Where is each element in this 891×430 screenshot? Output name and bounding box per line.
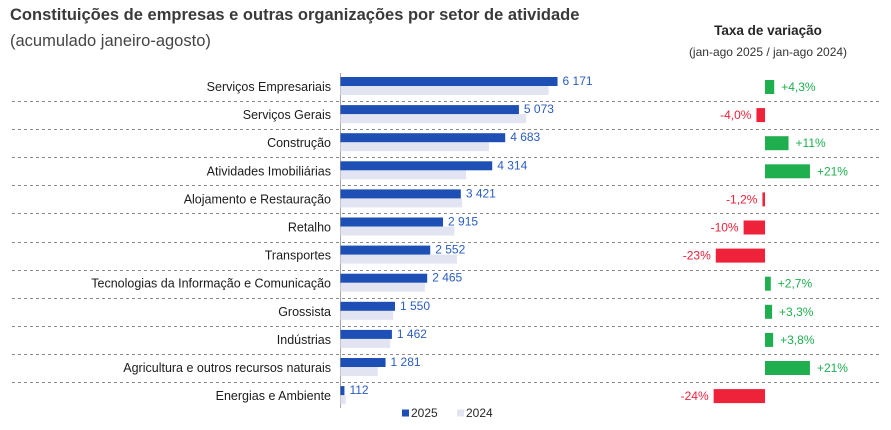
- bar-2025: [340, 358, 386, 367]
- change-bar-positive: [765, 304, 773, 319]
- bar-2025: [340, 189, 461, 199]
- bar-2025: [340, 386, 345, 396]
- bar-2024: [340, 86, 549, 95]
- change-bar-positive: [765, 80, 775, 94]
- category-label: Tecnologias da Informação e Comunicação: [91, 277, 331, 291]
- bar-2024: [340, 395, 346, 405]
- category-label: Indústrias: [277, 333, 331, 347]
- value-label-2025: 3 421: [466, 186, 496, 200]
- change-bar-negative: [713, 389, 765, 404]
- bar-2024: [340, 142, 489, 152]
- bar-2024: [340, 254, 457, 264]
- change-label: -24%: [681, 389, 709, 403]
- change-panel-subtitle: (jan-ago 2025 / jan-ago 2024): [688, 45, 848, 59]
- bar-2024: [340, 226, 455, 236]
- value-label-2025: 2 465: [432, 271, 462, 285]
- change-bar-negative: [743, 220, 765, 235]
- value-label-2025: 1 462: [397, 327, 427, 341]
- value-label-2025: 4 314: [497, 158, 527, 172]
- value-label-2025: 2 552: [435, 243, 465, 257]
- change-bar-positive: [765, 361, 810, 375]
- bars: Serviços Empresariais 6 171 Serviços Gerai…: [91, 74, 593, 405]
- change-label: +21%: [817, 164, 848, 178]
- category-label: Alojamento e Restauração: [184, 192, 331, 206]
- legend-swatch-2024: [457, 409, 464, 417]
- change-bars: +4,3% -4,0% +11% +21% -1,2% -10%-23% +2,7% +3,3…: [681, 80, 848, 404]
- bar-2025: [340, 77, 558, 86]
- value-label-2025: 1 550: [400, 299, 430, 313]
- change-label: +11%: [796, 136, 826, 150]
- bar-2024: [340, 198, 463, 208]
- change-bar-positive: [765, 276, 771, 291]
- value-label-2025: 112: [349, 383, 368, 397]
- bar-2024: [340, 114, 527, 124]
- value-label-2025: 5 073: [524, 102, 554, 116]
- category-label: Serviços Gerais: [243, 108, 331, 122]
- bar-2024: [340, 338, 391, 348]
- change-label: +3,3%: [779, 305, 814, 319]
- change-bar-negative: [756, 108, 765, 123]
- bar-2025: [340, 245, 431, 255]
- bar-2025: [340, 273, 428, 283]
- change-label: +2,7%: [778, 277, 813, 291]
- value-label-2025: 2 915: [448, 215, 478, 229]
- legend: 2025 2024: [402, 406, 493, 420]
- category-label: Atividades Imobiliárias: [207, 164, 331, 178]
- category-label: Construção: [267, 136, 331, 150]
- category-label: Transportes: [265, 249, 331, 263]
- change-label: -4,0%: [720, 108, 752, 122]
- change-bar-negative: [762, 192, 765, 207]
- bar-2024: [340, 170, 467, 180]
- bar-2025: [340, 133, 506, 143]
- change-bar-negative: [715, 248, 765, 263]
- chart-subtitle: (acumulado janeiro-agosto): [10, 32, 211, 50]
- change-label: -23%: [683, 249, 711, 263]
- change-bar-positive: [765, 136, 789, 151]
- value-label-2025: 6 171: [563, 74, 593, 88]
- category-label: Grossista: [278, 305, 331, 319]
- value-label-2025: 4 683: [510, 130, 540, 144]
- legend-swatch-2025: [402, 409, 409, 417]
- change-label: +21%: [817, 361, 848, 375]
- bar-2025: [340, 301, 396, 311]
- bar-2025: [340, 161, 493, 171]
- row-separators: [12, 73, 880, 409]
- change-label: +4,3%: [781, 80, 816, 94]
- change-label: +3,8%: [780, 333, 815, 347]
- chart-title: Constituições de empresas e outras organ…: [10, 6, 580, 24]
- category-label: Retalho: [288, 221, 331, 235]
- category-label: Energias e Ambiente: [216, 389, 331, 403]
- bar-2025: [340, 217, 444, 227]
- bar-2024: [340, 367, 378, 376]
- change-bar-positive: [765, 164, 810, 179]
- legend-label-2024: 2024: [466, 406, 493, 420]
- category-label: Serviços Empresariais: [207, 80, 331, 94]
- category-label: Agricultura e outros recursos naturais: [123, 361, 331, 375]
- legend-label-2025: 2025: [411, 406, 438, 420]
- change-panel-title: Taxa de variação: [714, 23, 822, 38]
- bar-2025: [340, 105, 519, 115]
- change-bar-positive: [765, 332, 774, 347]
- bar-2025: [340, 329, 392, 339]
- change-label: -1,2%: [726, 192, 758, 206]
- value-label-2025: 1 281: [391, 355, 421, 369]
- bar-2024: [340, 310, 394, 320]
- bar-2024: [340, 282, 425, 292]
- change-label: -10%: [711, 221, 739, 235]
